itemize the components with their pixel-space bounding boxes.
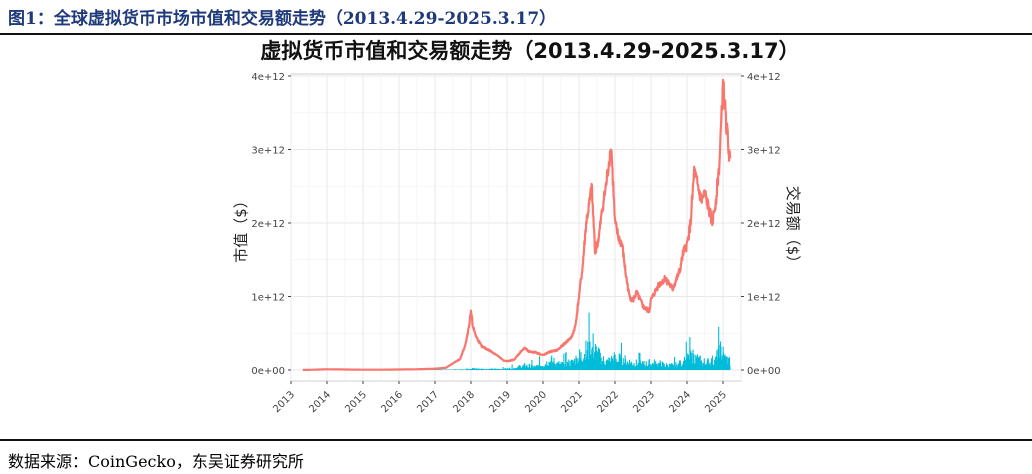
x-tick-label: 2018 — [451, 389, 477, 415]
y-tick-label-right: 3e+12 — [747, 146, 781, 157]
plot-panel — [290, 73, 742, 382]
chart-title: 虚拟货币市值和交易额走势（2013.4.29-2025.3.17） — [260, 39, 799, 63]
grid — [290, 74, 742, 381]
y-axis-left-ticks: 0e+00 1e+12 2e+12 3e+12 4e+12 — [251, 72, 291, 377]
x-tick-label: 2014 — [307, 389, 333, 415]
x-tick-label: 2021 — [559, 389, 585, 415]
x-tick-label: 2017 — [415, 389, 441, 415]
y-axis-right-label: 交易额（$） — [784, 186, 802, 271]
source-note: 数据来源：CoinGecko，东吴证券研究所 — [8, 452, 304, 471]
top-rule — [0, 33, 1032, 35]
y-tick-label-right: 4e+12 — [747, 72, 781, 83]
y-tick-label-right: 2e+12 — [747, 219, 781, 230]
y-tick-label-right: 1e+12 — [747, 293, 781, 304]
market-cap-line — [302, 78, 732, 371]
bottom-rule — [0, 439, 1032, 441]
y-axis-left-label: 市值（$） — [232, 193, 250, 263]
y-tick-label-right: 0e+00 — [747, 366, 781, 377]
y-tick-label-left: 3e+12 — [251, 146, 285, 157]
chart: 虚拟货币市值和交易额走势（2013.4.29-2025.3.17） 0e+00 1… — [232, 39, 802, 415]
x-tick-label: 2013 — [271, 389, 297, 415]
x-tick-label: 2015 — [343, 389, 369, 415]
y-tick-label-left: 2e+12 — [251, 219, 285, 230]
y-tick-label-left: 1e+12 — [251, 293, 285, 304]
x-tick-label: 2024 — [667, 389, 693, 415]
x-tick-label: 2016 — [379, 389, 405, 415]
y-axis-right-ticks: 0e+00 1e+12 2e+12 3e+12 4e+12 — [741, 72, 781, 377]
y-tick-label-left: 0e+00 — [251, 366, 285, 377]
x-tick-label: 2022 — [595, 389, 621, 415]
x-axis-ticks: 2013 2014 2015 2016 2017 2018 2019 2020 2021 2022… — [271, 381, 729, 415]
figure-title: 图1：全球虚拟货币市场市值和交易额走势（2013.4.29-2025.3.17） — [8, 9, 557, 29]
y-tick-label-left: 4e+12 — [251, 72, 285, 83]
x-tick-label: 2025 — [703, 389, 729, 415]
x-tick-label: 2023 — [631, 389, 657, 415]
x-tick-label: 2019 — [487, 389, 513, 415]
x-tick-label: 2020 — [523, 389, 549, 415]
